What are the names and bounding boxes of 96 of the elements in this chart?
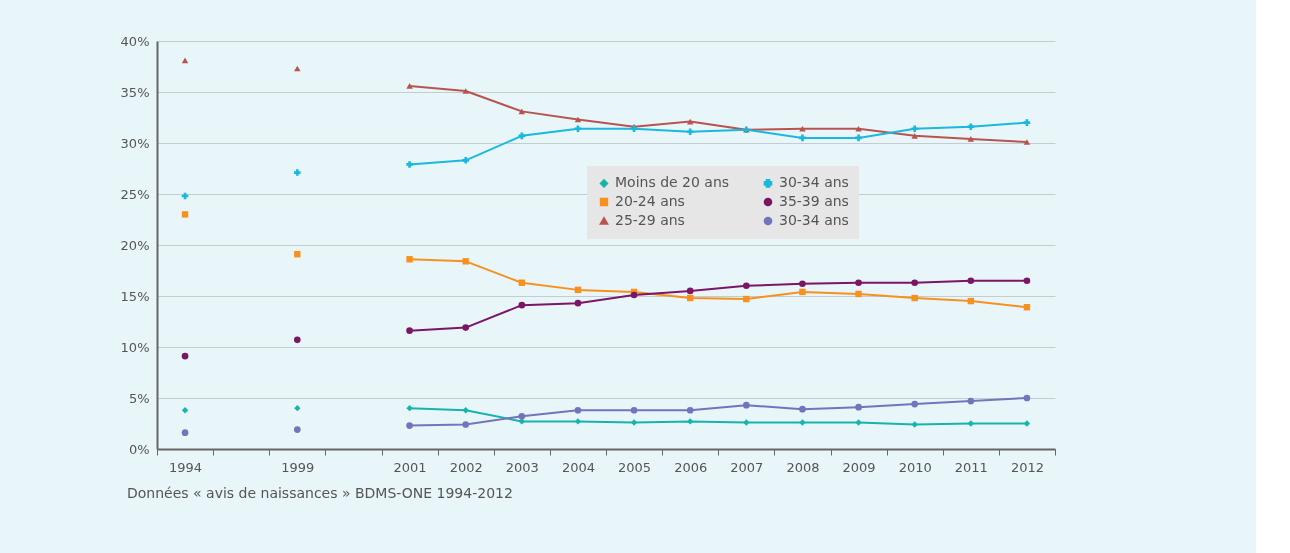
- point: [462, 407, 469, 414]
- point: [1023, 277, 1031, 285]
- x-tick-label: 1994: [169, 459, 203, 475]
- point: [855, 134, 862, 142]
- point: [743, 282, 750, 290]
- point: [406, 422, 413, 429]
- point: [181, 211, 189, 218]
- point: [462, 421, 470, 428]
- text: Données « avis de naissances » BDMS-ONE 1994-2012: [127, 485, 513, 501]
- point: [462, 157, 469, 164]
- y-tick-label: 30%: [120, 135, 150, 151]
- legend-label: 35-39 ans: [779, 193, 849, 209]
- point: [574, 299, 582, 307]
- legend-label: 30-34 ans: [779, 174, 849, 191]
- point: [967, 136, 975, 142]
- x-tick-label: 2011: [954, 459, 988, 475]
- point: [574, 125, 582, 132]
- point: [686, 406, 694, 414]
- point: [294, 336, 301, 344]
- point: [574, 418, 582, 425]
- x-tick-label: 2001: [393, 459, 427, 475]
- point: [967, 420, 974, 427]
- point: [406, 83, 413, 89]
- x-tick-label: 2007: [730, 459, 764, 475]
- y-tick-label: 40%: [120, 33, 150, 49]
- point: [799, 405, 806, 413]
- legend-label: 20-24 ans: [615, 193, 685, 209]
- point: [967, 397, 975, 405]
- y-tick-label: 10%: [120, 339, 150, 355]
- legend-label: 25-29 ans: [615, 212, 685, 228]
- point: [911, 279, 918, 287]
- point: [855, 290, 862, 298]
- point: [911, 400, 919, 408]
- point: [294, 250, 301, 258]
- point: [742, 401, 750, 409]
- point: [799, 280, 806, 288]
- x-tick-label: 2009: [842, 459, 876, 475]
- y-tick-label: 5%: [128, 390, 150, 406]
- x-tick-label: 2004: [561, 459, 595, 475]
- point: [181, 407, 189, 414]
- point: [294, 169, 301, 176]
- point: [1023, 119, 1031, 126]
- point: [1023, 139, 1031, 145]
- point: [855, 419, 862, 426]
- point: [406, 327, 413, 334]
- x-tick-label: 2010: [898, 459, 932, 475]
- x-tick-label: 2002: [449, 459, 483, 475]
- point: [294, 405, 301, 412]
- y-tick-label: 35%: [120, 84, 150, 100]
- legend-label: Moins de 20 ans: [615, 174, 730, 191]
- y-tick-label: 15%: [120, 288, 150, 304]
- point: [855, 125, 862, 132]
- point: [686, 287, 694, 295]
- point: [462, 88, 469, 94]
- point: [743, 419, 750, 426]
- point: [574, 116, 582, 123]
- point: [1023, 420, 1031, 427]
- point: [518, 413, 526, 420]
- point: [293, 426, 301, 433]
- point: [911, 294, 918, 302]
- point: [967, 123, 975, 130]
- x-tick-label: 2008: [786, 459, 820, 475]
- point: [518, 301, 526, 309]
- point: [911, 133, 918, 139]
- point: [911, 421, 918, 428]
- point: [574, 406, 582, 414]
- y-tick-label: 25%: [120, 186, 150, 202]
- point: [687, 418, 694, 425]
- point: [630, 406, 638, 414]
- point: [743, 295, 750, 303]
- point: [406, 161, 413, 168]
- point: [911, 125, 918, 132]
- x-tick-label: 2003: [505, 459, 539, 475]
- x-tick-label: 2005: [618, 459, 652, 475]
- point: [855, 403, 862, 411]
- point: [855, 279, 862, 287]
- point: [799, 288, 806, 296]
- point: [462, 324, 469, 331]
- point: [406, 405, 413, 412]
- point: [462, 258, 469, 265]
- point: [181, 429, 189, 437]
- x-tick-label: 2006: [674, 459, 708, 475]
- point: [181, 352, 189, 360]
- y-tick-label: 20%: [120, 237, 150, 253]
- x-tick-label: 1999: [281, 459, 315, 475]
- point: [799, 125, 806, 132]
- point: [967, 277, 975, 285]
- point: [181, 57, 189, 64]
- point: [406, 256, 413, 263]
- x-tick-label: 2012: [1010, 459, 1044, 475]
- point: [799, 134, 806, 142]
- y-tick-label: 0%: [128, 441, 150, 457]
- point: [799, 419, 806, 426]
- legend-label: 30-34 ans: [779, 212, 849, 228]
- point: [1023, 394, 1031, 402]
- point: [630, 419, 638, 426]
